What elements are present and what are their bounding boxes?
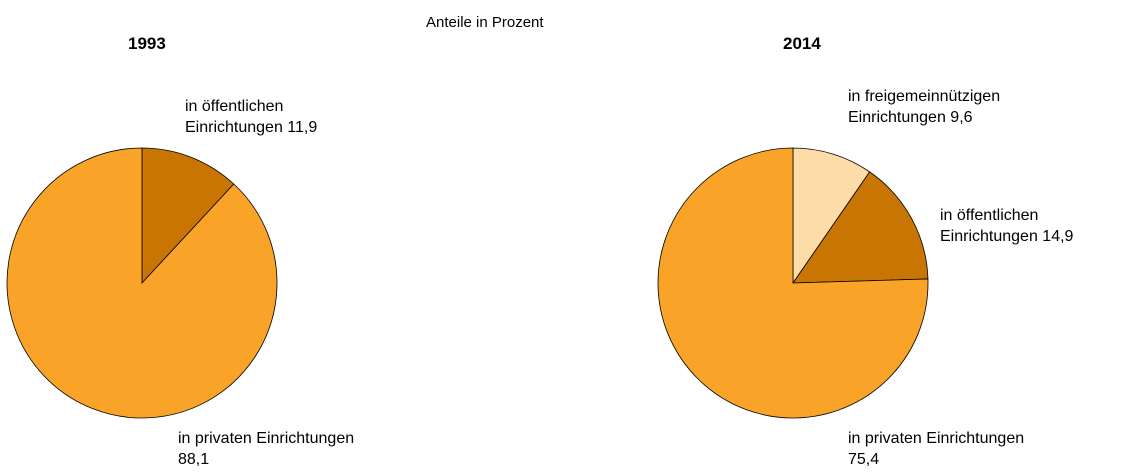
category-label: in privaten Einrichtungen — [848, 430, 1025, 447]
value-label: 88,1 — [178, 451, 210, 468]
slice-label: in privaten Einrichtungen 88,1 — [178, 428, 368, 470]
pie-slice — [141, 147, 235, 285]
slice-label: in freigemeinnützigen Einrichtungen 9,6 — [848, 86, 1073, 128]
chart-title: 2014 — [783, 34, 821, 53]
category-label: in öffentlichen Einrichtungen — [940, 207, 1039, 245]
chart-title: 1993 — [128, 34, 166, 53]
subtitle: Anteile in Prozent — [426, 14, 544, 31]
slice-label: in öffentlichen Einrichtungen 11,9 — [185, 96, 375, 138]
pie-slice — [792, 147, 871, 285]
category-label: in öffentlichen Einrichtungen — [185, 98, 284, 136]
slice-label: in privaten Einrichtungen 75,4 — [848, 428, 1038, 470]
pie-slice — [657, 147, 929, 419]
value-label: 9,6 — [950, 109, 973, 126]
pie-slice — [792, 171, 929, 284]
value-label: 14,9 — [1042, 228, 1074, 245]
pie-slice — [6, 147, 278, 419]
category-label: in privaten Einrichtungen — [178, 430, 355, 447]
value-label: 11,9 — [287, 119, 318, 136]
value-label: 75,4 — [848, 451, 880, 468]
slice-label: in öffentlichen Einrichtungen 14,9 — [940, 205, 1126, 247]
category-label: in freigemeinnützigen Einrichtungen — [848, 88, 1001, 126]
